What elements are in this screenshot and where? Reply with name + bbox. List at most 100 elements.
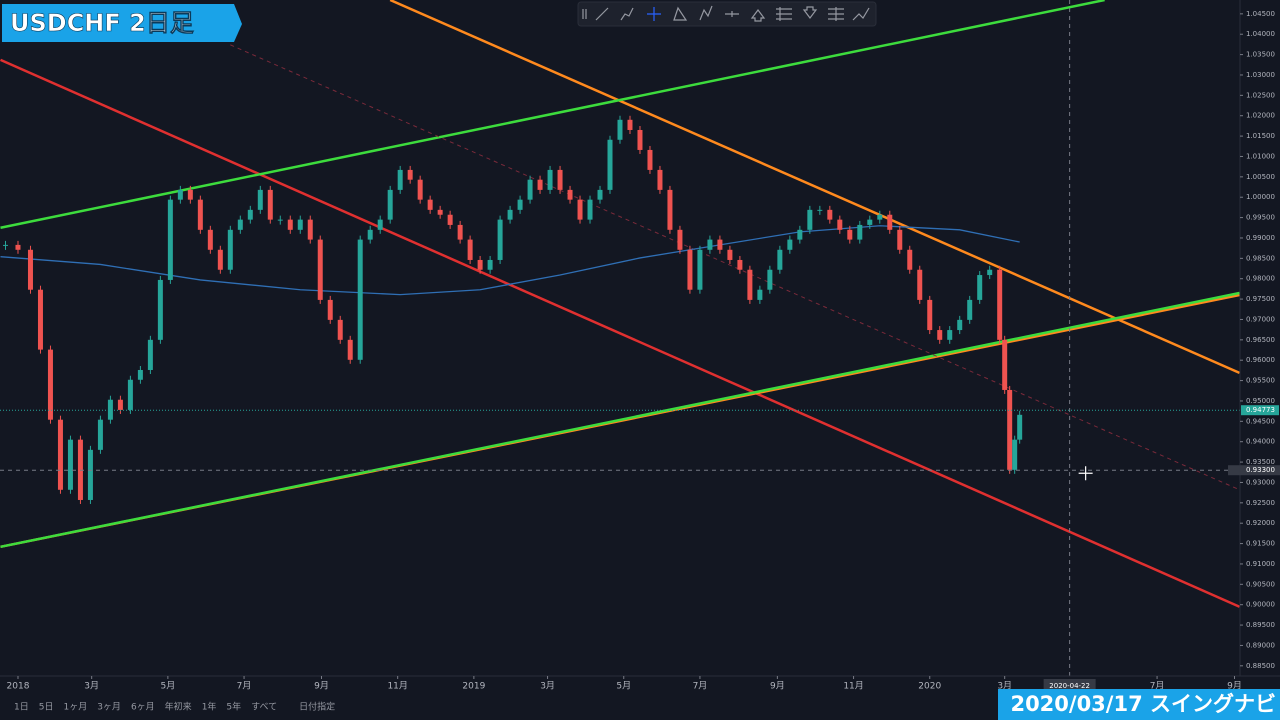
- candle: [217, 249, 223, 270]
- tool-fib[interactable]: [776, 7, 792, 21]
- x-tick-label: 11月: [843, 681, 863, 692]
- y-tick-label: 0.97500: [1246, 295, 1275, 303]
- range-button[interactable]: 1日: [14, 702, 29, 713]
- candle: [287, 219, 293, 230]
- tool-crosshair[interactable]: [647, 7, 661, 21]
- tool-hline[interactable]: [725, 11, 739, 17]
- x-tick-label: 3月: [997, 681, 1012, 692]
- candle: [467, 239, 473, 260]
- candle: [87, 449, 93, 500]
- candle: [807, 209, 813, 230]
- range-button[interactable]: 1ヶ月: [63, 702, 87, 713]
- candle: [1002, 339, 1008, 390]
- tool-path[interactable]: [620, 7, 634, 21]
- range-button[interactable]: 6ヶ月: [131, 702, 155, 713]
- candle: [547, 169, 553, 190]
- candle: [487, 259, 493, 270]
- range-button[interactable]: すべて: [251, 702, 277, 713]
- candle: [727, 249, 733, 260]
- y-tick-label: 0.92000: [1246, 519, 1275, 527]
- candle: [707, 239, 713, 250]
- candle: [507, 209, 513, 220]
- candle: [517, 199, 523, 210]
- candle: [237, 219, 243, 230]
- tool-pattern[interactable]: [699, 5, 713, 21]
- x-tick-label: 9月: [314, 681, 329, 692]
- tool-long[interactable]: [750, 9, 766, 22]
- candle: [247, 209, 253, 220]
- candle: [667, 189, 673, 230]
- candle: [937, 330, 943, 340]
- candle: [337, 319, 343, 340]
- candle: [27, 249, 33, 290]
- candle: [967, 299, 973, 320]
- y-tick-label: 0.94500: [1246, 417, 1275, 425]
- range-button[interactable]: 日付指定: [299, 701, 335, 713]
- range-button[interactable]: 1年: [202, 701, 217, 713]
- y-tick-label: 0.92500: [1246, 499, 1275, 507]
- tool-gann[interactable]: [828, 7, 844, 21]
- y-tick-label: 1.03000: [1246, 71, 1275, 79]
- toolbar-handle[interactable]: [582, 9, 587, 19]
- candle: [357, 239, 363, 360]
- candle: [877, 214, 883, 220]
- candle: [227, 229, 233, 270]
- y-tick-label: 0.88500: [1246, 662, 1275, 670]
- cursor: [1078, 466, 1093, 481]
- x-tick-label: 9月: [1227, 681, 1242, 692]
- candle: [627, 119, 633, 130]
- range-button[interactable]: 5年: [226, 701, 241, 713]
- y-tick-label: 0.91500: [1246, 540, 1275, 548]
- y-tick-label: 0.98000: [1246, 275, 1275, 283]
- x-tick-label: 5月: [616, 681, 631, 692]
- candle: [147, 339, 153, 370]
- range-button[interactable]: 年初来: [165, 701, 192, 713]
- range-button[interactable]: 3ヶ月: [97, 702, 121, 713]
- y-tick-label: 0.99500: [1246, 214, 1275, 222]
- tool-trendline[interactable]: [595, 7, 609, 21]
- candle: [2, 244, 8, 246]
- candle: [907, 249, 913, 270]
- trendline: [389, 0, 1241, 374]
- x-tick-label: 2018: [7, 682, 30, 692]
- candle: [677, 229, 683, 250]
- y-tick-label: 0.94000: [1246, 438, 1275, 446]
- candle: [447, 214, 453, 225]
- y-tick-label: 1.02000: [1246, 112, 1275, 120]
- tool-short[interactable]: [802, 6, 818, 19]
- candle: [697, 249, 703, 290]
- candle: [127, 379, 133, 410]
- x-tick-label: 11月: [387, 681, 407, 692]
- candle: [657, 169, 663, 190]
- y-tick-label: 1.01500: [1246, 132, 1275, 140]
- candle: [837, 219, 843, 230]
- candle: [177, 189, 183, 200]
- tool-triangle[interactable]: [673, 6, 688, 21]
- candle: [867, 219, 873, 225]
- tool-brush[interactable]: [852, 7, 870, 21]
- candle: [997, 269, 1003, 340]
- candle: [187, 189, 193, 200]
- y-tick-label: 0.91000: [1246, 560, 1275, 568]
- y-tick-label: 0.99000: [1246, 234, 1275, 242]
- candle: [527, 179, 533, 200]
- y-tick-label: 1.03500: [1246, 51, 1275, 59]
- candle: [597, 189, 603, 200]
- candle: [107, 399, 113, 420]
- candle: [987, 269, 993, 276]
- last-price-tag: [1241, 405, 1279, 416]
- range-button[interactable]: 5日: [39, 702, 54, 713]
- crosshair-x-label: 2020-04-22: [1049, 682, 1090, 690]
- candle: [477, 259, 483, 270]
- candle: [297, 219, 303, 230]
- y-tick-label: 1.04500: [1246, 10, 1275, 18]
- candle: [917, 269, 923, 300]
- candle: [757, 289, 763, 300]
- candle: [47, 349, 53, 420]
- candle: [97, 419, 103, 450]
- y-tick-label: 0.89500: [1246, 621, 1275, 629]
- candle: [137, 369, 143, 380]
- candle: [957, 319, 963, 331]
- y-tick-label: 0.93000: [1246, 478, 1275, 486]
- candle: [577, 199, 583, 220]
